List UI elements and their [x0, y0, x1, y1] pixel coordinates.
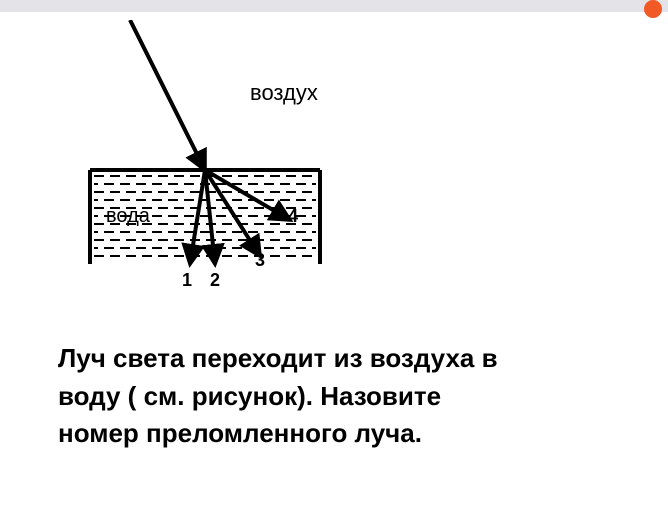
- top-bar: [0, 0, 668, 12]
- refraction-diagram: воздух вода 12 3 4: [70, 20, 410, 300]
- diagram-svg: воздух вода 12 3 4: [70, 20, 410, 300]
- ray-4: [205, 170, 290, 220]
- ray-label-1: 1: [182, 270, 192, 290]
- page-root: воздух вода 12 3 4 Луч света переходит из …: [0, 0, 668, 508]
- question-text: Луч света переходит из воздуха в воду ( …: [58, 340, 598, 453]
- ray-label-3: 3: [255, 250, 265, 270]
- question-line-3: номер преломленного луча.: [58, 415, 598, 453]
- question-line-2: воду ( см. рисунок). Назовите: [58, 378, 598, 416]
- air-label: воздух: [250, 80, 318, 105]
- incident-ray: [130, 20, 205, 170]
- question-line-1: Луч света переходит из воздуха в: [58, 340, 598, 378]
- ray-label-4: 4: [288, 206, 298, 226]
- water-label: вода: [106, 205, 151, 227]
- ray-label-2: 2: [210, 270, 220, 290]
